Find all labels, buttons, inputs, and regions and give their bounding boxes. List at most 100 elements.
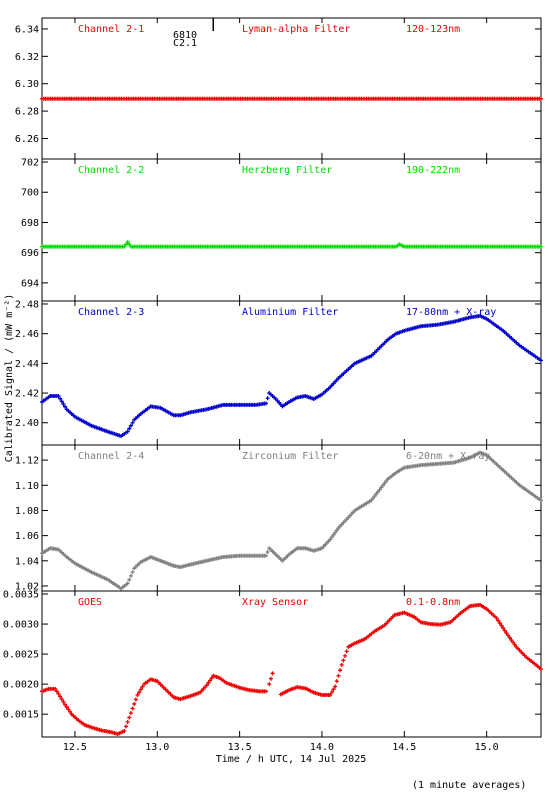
data-point	[67, 709, 72, 714]
panel-header-3: 120-123nm	[406, 24, 460, 35]
data-point	[132, 701, 137, 706]
series-points	[40, 602, 543, 736]
panel-header-1: Channel 2-1	[78, 24, 144, 35]
data-point	[128, 573, 133, 578]
data-point	[53, 686, 58, 691]
data-point	[123, 724, 128, 729]
panel-header-1: Channel 2-2	[78, 165, 144, 176]
panel-frame	[41, 158, 542, 302]
panel-header-2: Xray Sensor	[242, 597, 308, 608]
data-point	[267, 682, 272, 687]
data-point	[504, 631, 509, 636]
data-point	[137, 690, 142, 695]
data-point	[344, 649, 349, 654]
y-tick-label: 0.0015	[3, 710, 39, 721]
data-point	[127, 242, 132, 247]
y-tick-label: 0.0030	[3, 620, 39, 631]
x-axis-title: Time / h UTC, 14 Jul 2025	[216, 754, 367, 765]
x-tick-label: 13.0	[145, 742, 169, 753]
data-point	[58, 396, 63, 401]
data-point	[334, 679, 339, 684]
y-tick-label: 2.46	[15, 329, 39, 340]
data-point	[127, 715, 132, 720]
data-point	[263, 401, 268, 406]
panel-header-2: Herzberg Filter	[242, 165, 332, 176]
data-point	[539, 96, 543, 101]
panel-header-1: Channel 2-4	[78, 451, 144, 462]
y-tick-label: 0.0035	[3, 590, 39, 601]
data-point	[64, 704, 69, 709]
y-tick-label: 0.0020	[3, 680, 39, 691]
data-point	[125, 581, 130, 586]
data-point	[138, 687, 143, 692]
y-tick-label: 1.06	[15, 531, 39, 542]
data-point	[333, 684, 338, 689]
data-point	[331, 687, 336, 692]
data-point	[125, 240, 130, 245]
panel-header-2: Lyman-alpha Filter	[242, 24, 350, 35]
data-point	[125, 429, 130, 434]
data-point	[334, 528, 339, 533]
data-point	[61, 699, 66, 704]
data-point	[379, 485, 384, 490]
footer-note: (1 minute averages)	[412, 780, 527, 791]
data-point	[502, 628, 507, 633]
y-tick-label: 694	[21, 278, 39, 289]
data-point	[336, 673, 341, 678]
data-point	[130, 706, 135, 711]
data-point	[501, 626, 506, 631]
panel-header-3: 6-20nm + X-ray	[406, 451, 490, 462]
data-point	[375, 489, 380, 494]
data-point	[59, 399, 64, 404]
data-point	[140, 684, 145, 689]
panel-header-3: 190-222nm	[406, 165, 460, 176]
data-point	[61, 402, 66, 407]
data-point	[497, 621, 502, 626]
data-point	[207, 678, 212, 683]
data-point	[63, 404, 68, 409]
data-point	[377, 487, 382, 492]
data-point	[506, 633, 511, 638]
data-point	[204, 683, 209, 688]
y-axis-title: Calibrated Signal / (mW m⁻²)	[4, 294, 15, 463]
panel-frame	[41, 590, 542, 738]
y-tick-label: 698	[21, 218, 39, 229]
data-point	[380, 483, 385, 488]
data-point	[58, 694, 63, 699]
data-point	[539, 667, 543, 672]
data-point	[59, 697, 64, 702]
data-point	[539, 358, 543, 363]
panel-header-3: 17-80nm + X-ray	[406, 307, 496, 318]
panel-3: 2.40 2.42 2.44 2.46 2.48 Channel 2-3 Aluminium…	[15, 299, 543, 446]
data-point	[329, 690, 334, 695]
y-tick-label: 6.34	[15, 24, 39, 35]
x-tick-label: 14.5	[392, 742, 416, 753]
data-point	[265, 549, 270, 554]
y-tick-label: 6.28	[15, 107, 39, 118]
series-points	[40, 450, 543, 591]
event-marker-label: 6810	[173, 30, 197, 41]
data-point	[206, 680, 211, 685]
data-point	[509, 637, 514, 642]
data-point	[328, 692, 333, 697]
data-point	[56, 691, 61, 696]
data-point	[270, 671, 275, 676]
data-point	[265, 396, 270, 401]
y-tick-label: 702	[21, 158, 39, 169]
x-tick-label: 15.0	[475, 742, 499, 753]
data-point	[56, 394, 61, 399]
panel-frame	[41, 300, 542, 446]
y-tick-label: 1.02	[15, 581, 39, 592]
panel-2: 694 696 698 700 702 Channel 2-2 Herzberg Filte…	[21, 158, 543, 302]
data-point	[329, 535, 334, 540]
data-point	[512, 642, 517, 647]
data-point	[328, 537, 333, 542]
data-point	[128, 423, 133, 428]
data-point	[54, 689, 59, 694]
event-marker-label: C2.1	[173, 38, 197, 49]
data-point	[382, 481, 387, 486]
data-point	[263, 553, 268, 558]
data-point	[338, 668, 343, 673]
x-tick-label: 14.0	[310, 742, 334, 753]
